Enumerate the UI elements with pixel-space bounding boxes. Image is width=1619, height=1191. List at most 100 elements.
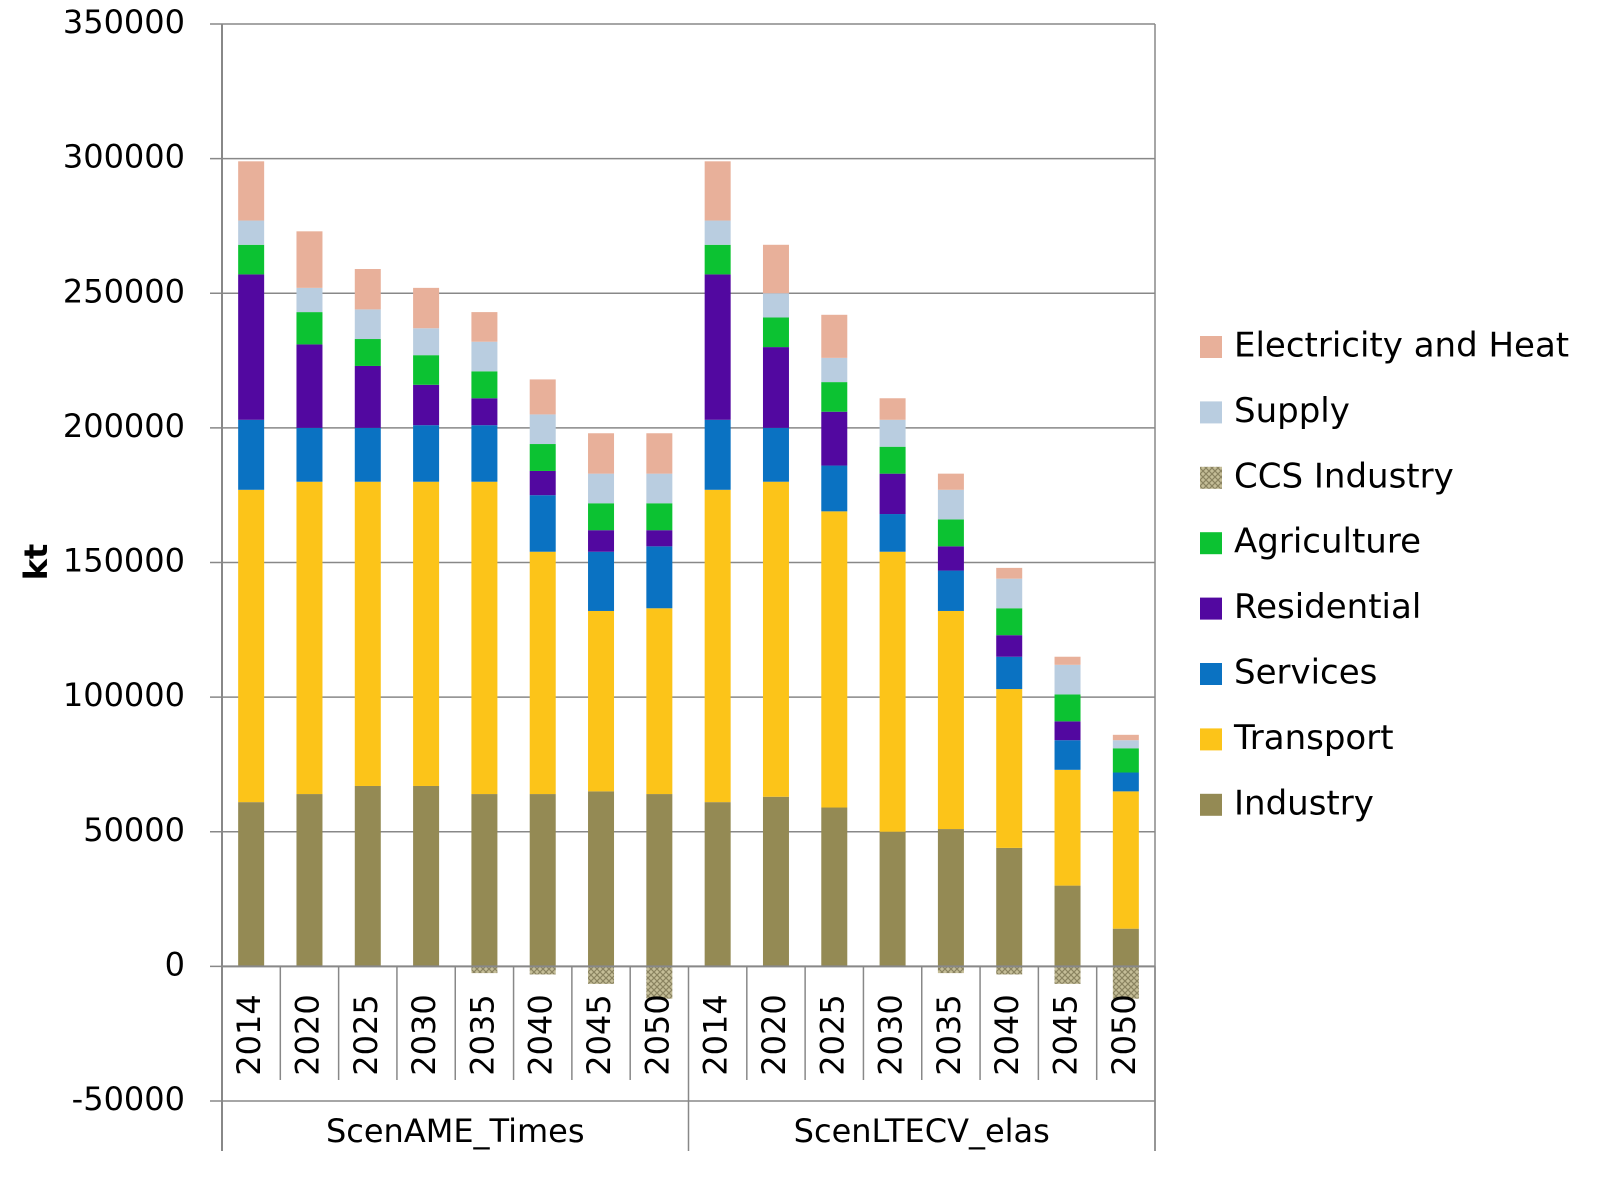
bar-segment: [529, 966, 556, 975]
bar-segment: [471, 966, 498, 974]
bar-segment: [937, 489, 964, 520]
x-tick-label: 2045: [580, 994, 618, 1075]
bar-segment: [529, 414, 556, 445]
bar-segment: [646, 546, 673, 609]
bar-segment: [821, 807, 848, 967]
bar-segment: [704, 220, 731, 245]
bar-segment: [762, 317, 789, 348]
bar-segment: [762, 347, 789, 428]
bar-segment: [354, 309, 381, 340]
bar-segment: [762, 427, 789, 482]
group-label: ScenLTECV_elas: [794, 1112, 1050, 1150]
bar-segment: [354, 481, 381, 786]
bar-segment: [879, 514, 906, 552]
bar-segment: [1054, 694, 1081, 722]
bar-segment: [296, 312, 323, 345]
bar-segment: [238, 220, 265, 245]
group-label: ScenAME_Times: [326, 1112, 585, 1150]
bar-segment: [413, 328, 440, 356]
bar-segment: [588, 433, 615, 474]
bar-segment: [996, 567, 1023, 579]
x-tick-label: 2025: [347, 994, 385, 1075]
bar-segment: [996, 966, 1023, 975]
legend-swatch: [1200, 597, 1222, 620]
bar-segment: [937, 610, 964, 830]
bar-segment: [937, 473, 964, 490]
bar-segment: [296, 231, 323, 288]
x-tick-label: 2035: [463, 994, 501, 1075]
bar-segment: [238, 802, 265, 967]
bar-segment: [879, 551, 906, 832]
bar-segment: [1054, 740, 1081, 770]
bar-segment: [354, 269, 381, 310]
bar-segment: [704, 419, 731, 490]
bar-segment: [704, 274, 731, 420]
bar-segment: [1112, 740, 1139, 749]
bar-segment: [879, 473, 906, 515]
legend-label: Transport: [1233, 718, 1394, 758]
bar-segment: [1112, 791, 1139, 929]
legend-label: Agriculture: [1234, 522, 1421, 562]
bar-segment: [996, 689, 1023, 848]
bar-segment: [238, 489, 265, 803]
bar-segment: [996, 578, 1023, 609]
bar-segment: [879, 831, 906, 967]
bar-segment: [588, 530, 615, 552]
bar-segment: [588, 503, 615, 531]
bar-segment: [646, 966, 673, 999]
bar-segment: [879, 419, 906, 447]
bar-segment: [471, 794, 498, 967]
y-tick-label: 350000: [63, 3, 185, 41]
bar-segment: [821, 465, 848, 512]
bar-segment: [413, 355, 440, 385]
legend-swatch: [1200, 401, 1222, 424]
bar-segment: [996, 635, 1023, 657]
bar-segment: [296, 287, 323, 313]
bar-segment: [471, 481, 498, 795]
y-tick-label: 200000: [63, 407, 185, 445]
bar-segment: [296, 481, 323, 795]
bar-segment: [937, 829, 964, 967]
y-tick-label: 300000: [63, 138, 185, 176]
bar-segment: [354, 785, 381, 967]
bar-segment: [471, 341, 498, 372]
bar-segment: [762, 244, 789, 294]
x-tick-label: 2020: [755, 994, 793, 1075]
legend-swatch: [1200, 663, 1222, 685]
bar-segment: [1054, 721, 1081, 741]
bar-segment: [238, 161, 265, 221]
x-tick-label: 2030: [872, 994, 910, 1075]
y-tick-label: 0: [165, 945, 185, 983]
bar-segment: [1112, 772, 1139, 792]
bar-segment: [646, 608, 673, 795]
bar-segment: [1054, 966, 1081, 984]
bar-segment: [1112, 966, 1139, 999]
bar-segment: [471, 371, 498, 399]
bar-segment: [1112, 928, 1139, 967]
bar-segment: [1054, 664, 1081, 695]
x-tick-label: 2045: [1047, 994, 1085, 1075]
bar-segment: [646, 503, 673, 531]
bar-segment: [1112, 734, 1139, 741]
legend-label: Supply: [1234, 391, 1350, 431]
bar-segment: [821, 357, 848, 383]
bar-segment: [529, 794, 556, 967]
x-tick-label: 2030: [405, 994, 443, 1075]
bar-segment: [1054, 656, 1081, 665]
bar-segment: [1054, 769, 1081, 886]
y-tick-label: 50000: [83, 811, 185, 849]
bar-segment: [296, 794, 323, 967]
legend-swatch: [1200, 793, 1222, 816]
bar-segment: [354, 365, 381, 428]
bar-segment: [413, 425, 440, 482]
y-axis-label: kt: [17, 544, 55, 581]
bar-segment: [588, 610, 615, 792]
bar-segment: [588, 551, 615, 611]
bar-segment: [529, 379, 556, 415]
bar-segment: [1112, 748, 1139, 773]
bar-segment: [996, 847, 1023, 967]
y-tick-label: 250000: [63, 272, 185, 310]
bar-segment: [937, 519, 964, 547]
bar-segment: [762, 481, 789, 797]
bar-segment: [821, 511, 848, 808]
